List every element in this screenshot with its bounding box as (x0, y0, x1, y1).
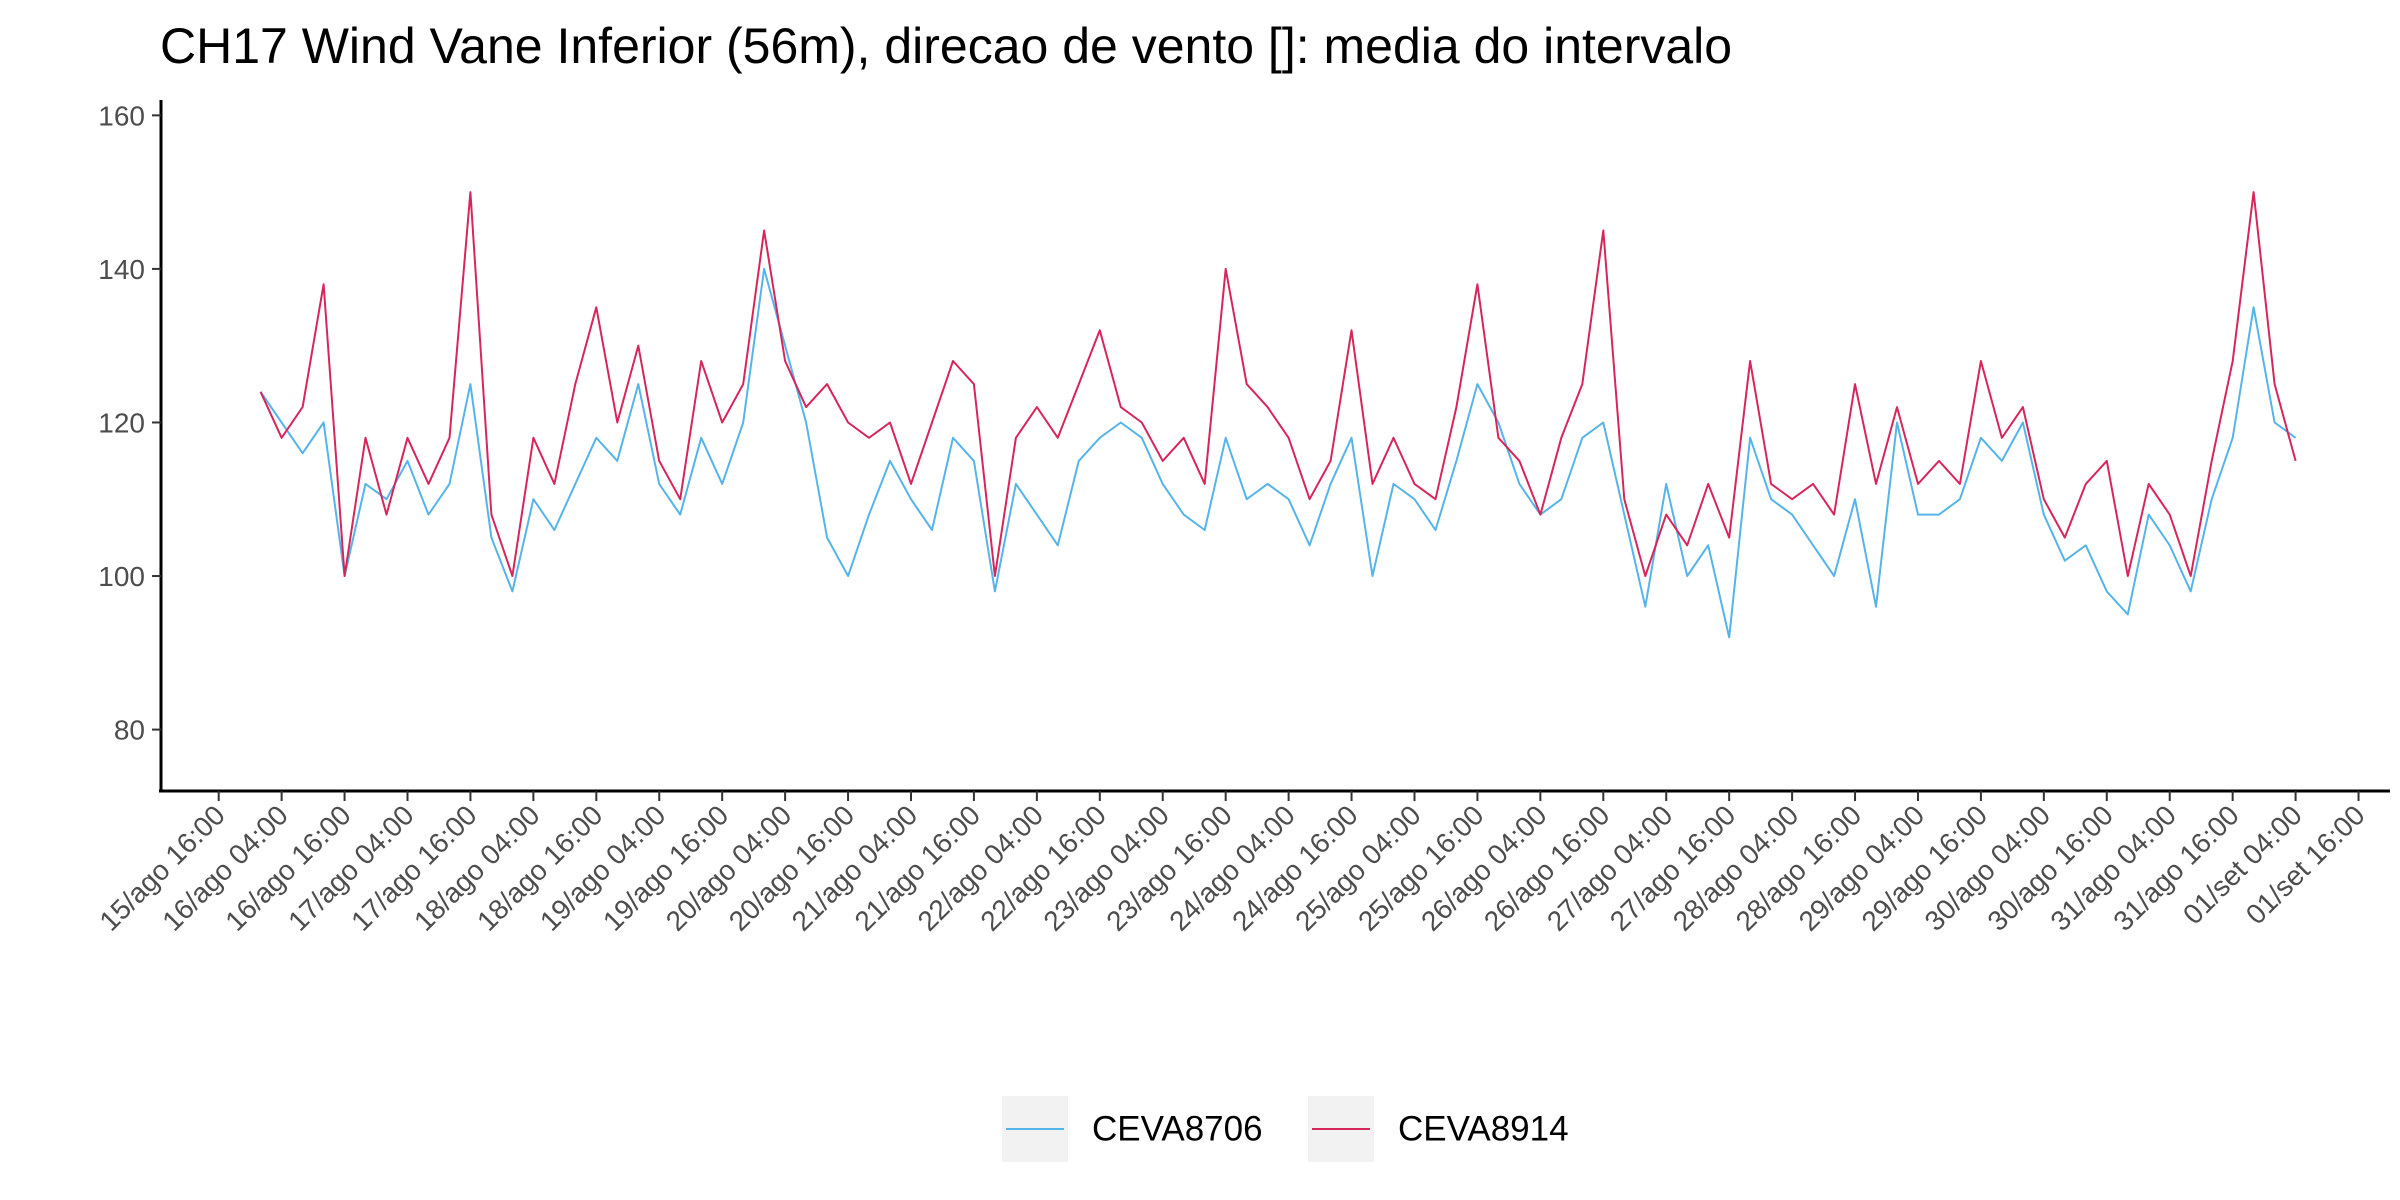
legend-label: CEVA8706 (1092, 1109, 1263, 1148)
y-tick-label: 140 (98, 254, 145, 285)
series-line (259, 267, 2297, 639)
y-tick-label: 80 (114, 715, 145, 746)
legend-label: CEVA8914 (1398, 1109, 1569, 1148)
chart-title: CH17 Wind Vane Inferior (56m), direcao d… (160, 18, 1732, 74)
y-tick-label: 100 (98, 561, 145, 592)
y-tick-label: 160 (98, 100, 145, 131)
series-line (259, 191, 2297, 577)
y-tick-label: 120 (98, 407, 145, 438)
